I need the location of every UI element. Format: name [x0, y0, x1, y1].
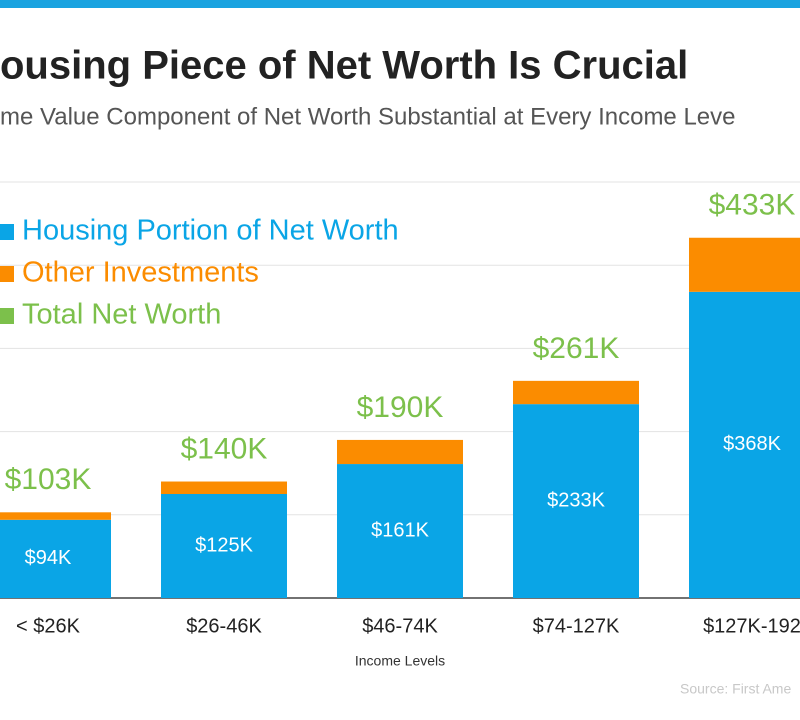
x-tick-label: $127K-192: [703, 615, 800, 637]
bar-segment: [689, 291, 800, 598]
bar-segment: [161, 481, 287, 494]
total-label: $190K: [357, 391, 444, 424]
bar-segment: [337, 439, 463, 465]
bar-segment: [689, 237, 800, 292]
bar-segment: [513, 380, 639, 405]
chart-subtitle: me Value Component of Net Worth Substant…: [0, 103, 736, 130]
legend-swatch: [0, 308, 14, 324]
total-label: $140K: [181, 432, 268, 465]
bar-segment: [161, 494, 287, 598]
legend-label: Other Investments: [22, 257, 259, 289]
bar-value-label: $161K: [371, 519, 429, 541]
bar-value-label: $233K: [547, 489, 605, 511]
x-axis-label: Income Levels: [355, 653, 445, 669]
legend-swatch: [0, 266, 14, 282]
total-label: $261K: [533, 332, 620, 365]
bar-value-label: $368K: [723, 433, 781, 455]
bar-value-label: $94K: [25, 547, 72, 569]
legend-label: Housing Portion of Net Worth: [22, 215, 399, 247]
top-stripe: [0, 0, 800, 8]
x-tick-label: $26-46K: [186, 615, 262, 637]
total-label: $433K: [709, 189, 796, 222]
x-tick-label: < $26K: [16, 615, 81, 637]
bar-value-label: $125K: [195, 534, 253, 556]
bar-segment: [337, 464, 463, 598]
legend-label: Total Net Worth: [22, 299, 221, 331]
chart-title: ousing Piece of Net Worth Is Crucial: [0, 44, 688, 88]
bar-segment: [513, 404, 639, 598]
bar-segment: [0, 512, 111, 520]
source: Source: First Ame: [680, 681, 791, 697]
total-label: $103K: [5, 463, 92, 496]
x-tick-label: $74-127K: [533, 615, 620, 637]
legend-swatch: [0, 224, 14, 240]
x-tick-label: $46-74K: [362, 615, 438, 637]
bar-segment: [0, 519, 111, 598]
